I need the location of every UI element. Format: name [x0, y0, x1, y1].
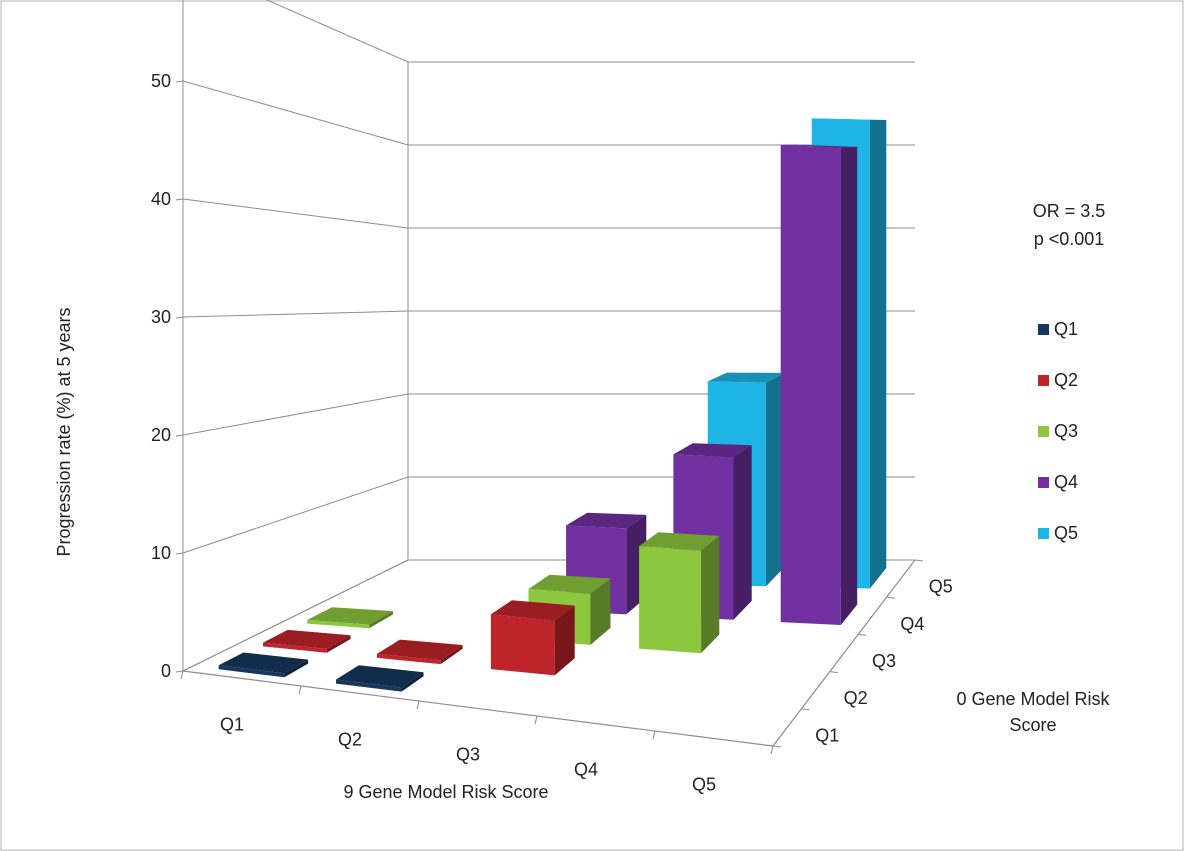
bar-top	[336, 665, 424, 688]
y-tick-label: 30	[151, 307, 171, 327]
legend-swatch	[1038, 324, 1049, 335]
bar-top	[780, 144, 858, 148]
x-tick	[298, 685, 302, 695]
x-axis-line	[182, 670, 774, 747]
y-tick	[175, 434, 184, 437]
labels: 0102030405060Q1Q2Q3Q4Q5Q1Q2Q3Q4Q5	[151, 71, 953, 795]
legend-swatch	[1038, 375, 1049, 386]
depth-tick	[772, 745, 782, 748]
depth-tick	[886, 596, 895, 599]
legend-label: Q4	[1054, 472, 1078, 492]
bar-side	[870, 119, 887, 589]
depth-tick	[801, 708, 810, 711]
depth-tick-label: Q3	[872, 651, 896, 671]
x-tick-label: Q3	[456, 745, 480, 765]
y-tick-label: 10	[151, 543, 171, 563]
x-tick	[180, 670, 184, 680]
legend-swatch	[1038, 477, 1049, 488]
y-tick-label: 50	[151, 71, 171, 91]
bar-top	[263, 629, 351, 649]
legend-swatch	[1038, 528, 1049, 539]
x-tick	[652, 730, 656, 740]
x-tick-label: Q1	[220, 715, 244, 735]
bar-Q4-Q5	[780, 144, 858, 626]
y-tick-label: 40	[151, 189, 171, 209]
bar-side	[440, 645, 463, 665]
bar-side	[733, 445, 752, 620]
legend-swatch	[1038, 426, 1049, 437]
bar-front	[263, 642, 327, 653]
bar-front	[639, 546, 702, 654]
bar-top	[490, 600, 575, 621]
depth-tick-label: Q1	[815, 725, 839, 745]
bar-front	[336, 679, 402, 692]
y-tick-label: 0	[161, 661, 171, 681]
bar-Q1-Q2	[336, 665, 424, 692]
y-tick	[175, 552, 184, 555]
bar-top	[566, 512, 647, 529]
x-tick	[416, 700, 420, 710]
legend: Q1 Q2 Q3 Q4 Q5	[1038, 319, 1078, 543]
depth-tick	[914, 559, 924, 562]
legend-label: Q1	[1054, 319, 1078, 339]
bar-Q3-Q4	[639, 532, 720, 654]
bar-front	[218, 665, 285, 678]
y-tick	[175, 670, 184, 673]
bar-side	[326, 635, 351, 653]
depth-tick-label: Q5	[929, 577, 953, 597]
bar-Q2-Q3	[490, 600, 575, 676]
x-tick	[770, 745, 774, 755]
bar-top	[707, 372, 785, 383]
depth-tick	[858, 633, 867, 636]
axes	[175, 80, 924, 755]
bar-side	[840, 146, 858, 625]
bars	[218, 118, 887, 692]
bar-top	[673, 443, 752, 458]
bar-front	[780, 144, 841, 626]
legend-label: Q3	[1054, 421, 1078, 441]
bar-Q2-Q2	[376, 639, 463, 665]
depth-axis-title: 0 Gene Model Risk Score	[956, 689, 1110, 735]
bar-Q3-Q1	[307, 607, 393, 629]
x-tick-label: Q5	[692, 775, 716, 795]
bar-side	[701, 535, 720, 654]
x-tick-label: Q4	[574, 760, 598, 780]
bar-front	[307, 620, 370, 629]
bar-top	[528, 574, 611, 594]
bar-side	[369, 611, 393, 629]
legend-label: Q2	[1054, 370, 1078, 390]
bar-Q1-Q1	[218, 652, 309, 678]
bar-top	[639, 532, 720, 551]
depth-tick-label: Q2	[844, 688, 868, 708]
annotation-p: p <0.001	[1034, 229, 1105, 249]
bar-front	[376, 653, 441, 665]
depth-axis-line	[772, 559, 916, 747]
depth-tick	[829, 671, 838, 674]
annotation-or: OR = 3.5	[1033, 201, 1106, 221]
bar-top	[307, 607, 393, 625]
bar-side	[284, 659, 309, 678]
bar-top	[218, 652, 309, 674]
x-axis-title: 9 Gene Model Risk Score	[343, 782, 548, 802]
x-tick-label: Q2	[338, 730, 362, 750]
bar-side	[554, 605, 575, 676]
bar-side	[590, 578, 611, 645]
x-tick	[534, 715, 538, 725]
bar-side	[401, 672, 424, 692]
floor-left-edge	[182, 559, 409, 672]
y-axis-title: Progression rate (%) at 5 years	[54, 307, 74, 556]
legend-label: Q5	[1054, 523, 1078, 543]
bar-top	[376, 639, 463, 661]
bar-side	[766, 372, 785, 587]
y-tick	[175, 80, 184, 83]
y-tick	[175, 198, 184, 201]
depth-tick-label: Q4	[900, 614, 924, 634]
bar-front	[490, 614, 555, 676]
bar-Q2-Q1	[263, 629, 351, 653]
y-tick	[175, 316, 184, 319]
y-tick-label: 20	[151, 425, 171, 445]
